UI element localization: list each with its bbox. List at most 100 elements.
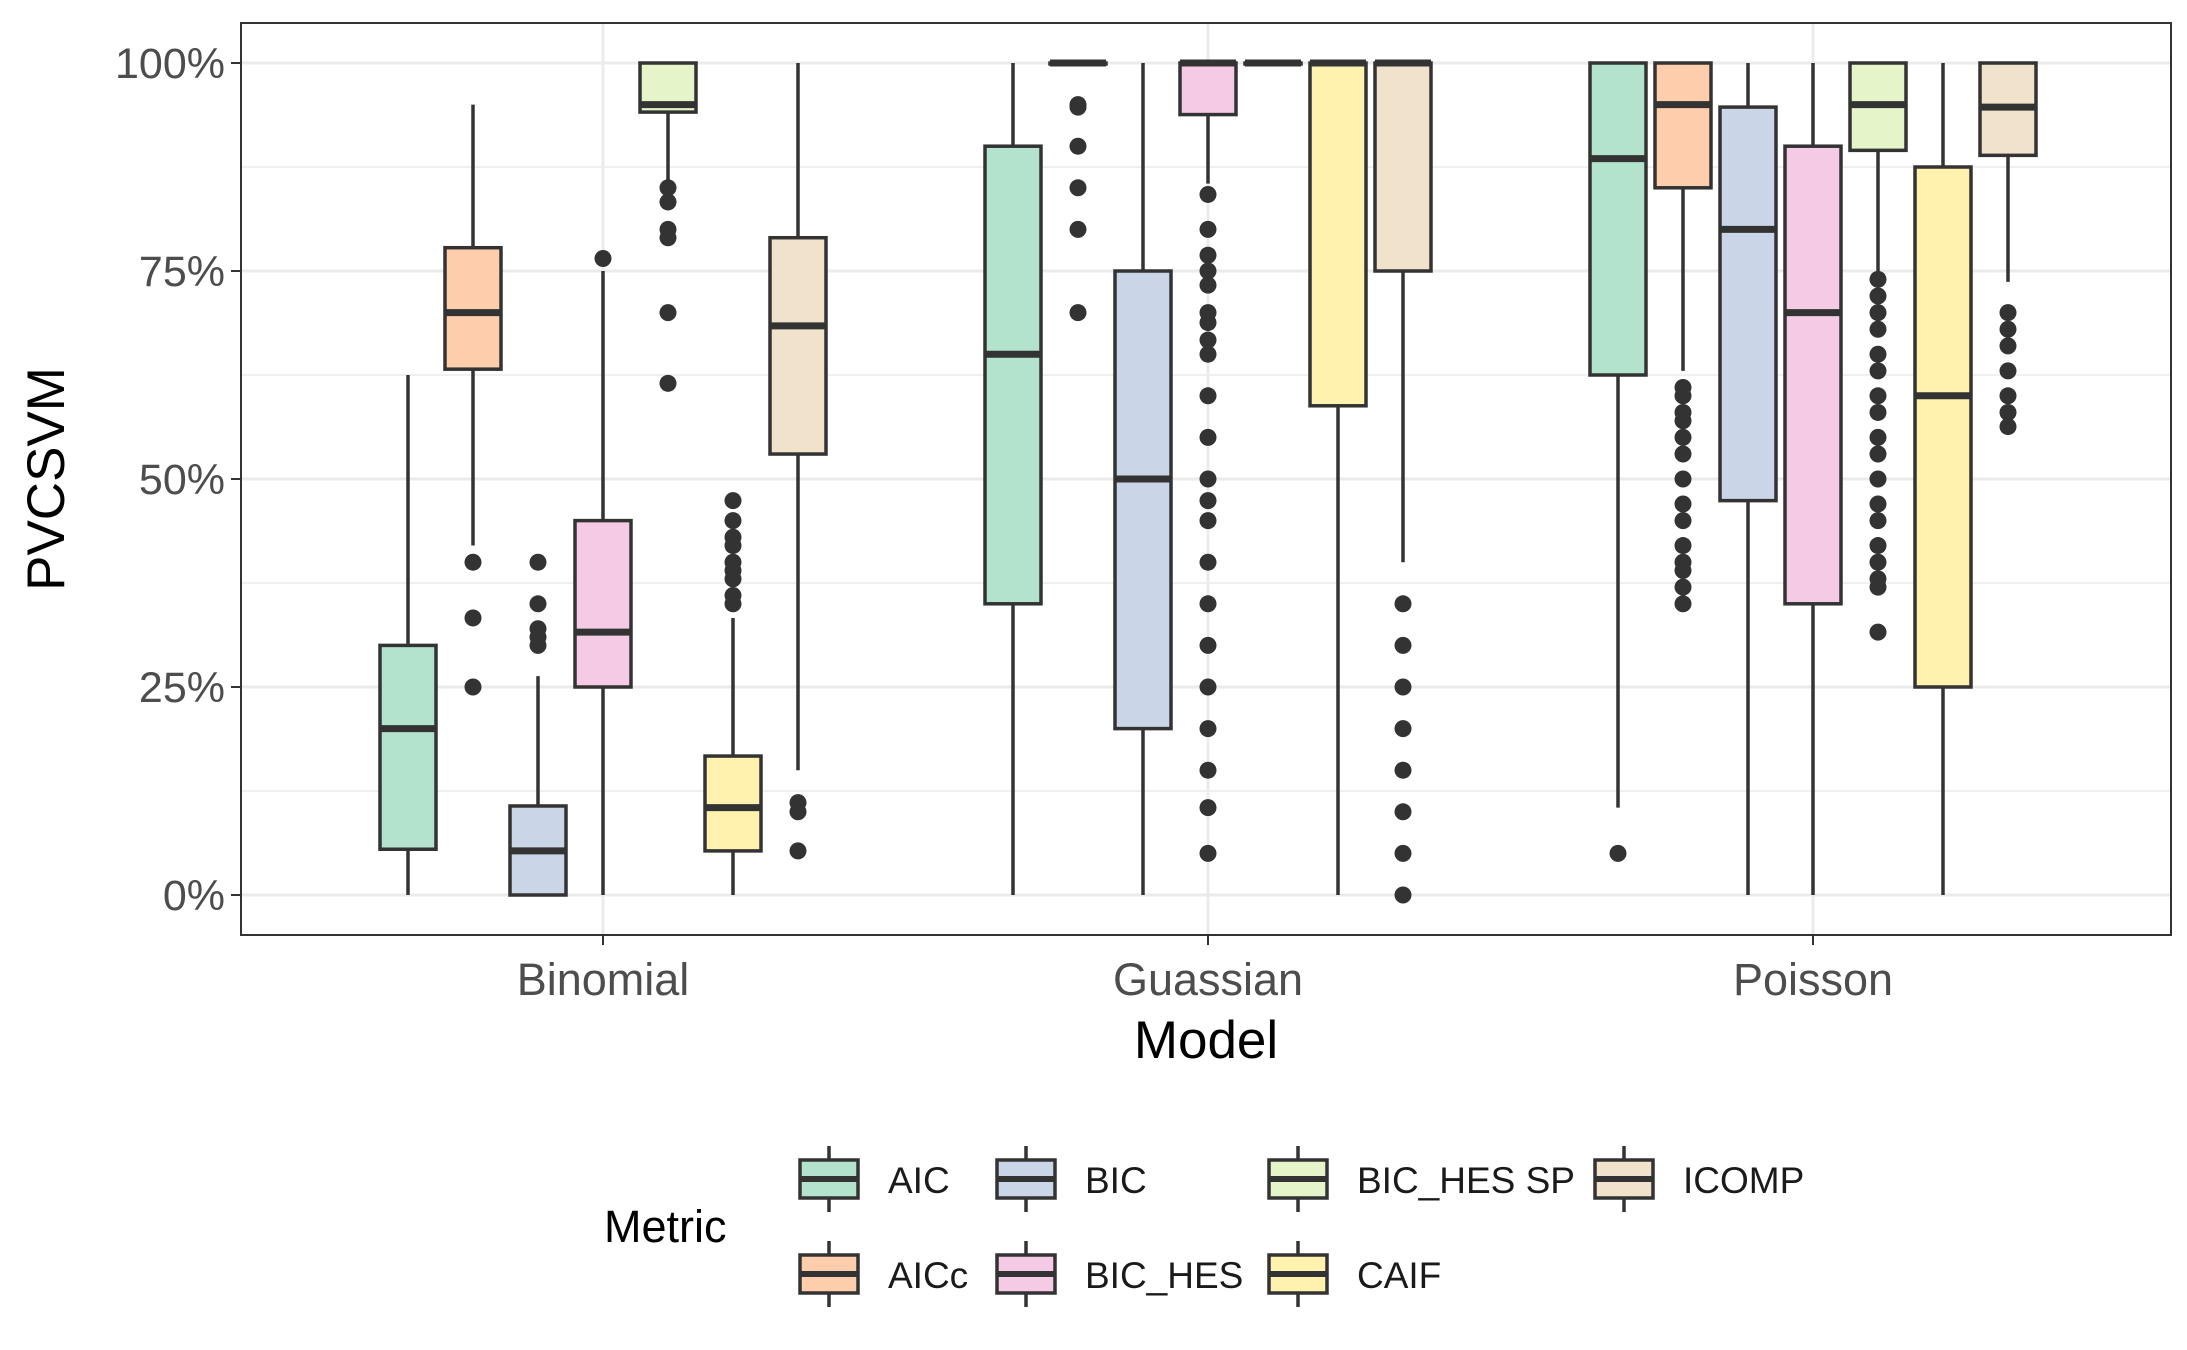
box-iqr [1178,61,1238,117]
outlier-point [1674,537,1692,555]
outlier-point [659,193,677,211]
y-axis-ticks: 0% 25% 50% 75% 100% [115,40,241,920]
outlier-point [464,609,482,627]
boxes [378,59,2038,904]
outlier-point [1869,512,1887,530]
legend-item-AICc: AICc [798,1241,968,1307]
outlier-point [1609,844,1627,862]
outlier-point [1999,304,2017,322]
outlier-point [1199,844,1217,862]
outlier-point [1869,320,1887,338]
outlier-point [1869,403,1887,421]
legend-item-CAIF: CAIF [1267,1241,1441,1307]
box-ICOMP-Binomial [768,63,828,860]
outlier-point [1394,720,1412,738]
box-BIC_HES-Poisson [1783,63,1843,895]
outlier-point [1199,345,1217,363]
outlier-point [1674,445,1692,463]
box-ICOMP-Poisson [1978,61,2038,436]
box-AICc-Poisson [1653,61,1713,613]
outlier-point [1869,537,1887,555]
outlier-point [1869,304,1887,322]
outlier-point [1199,246,1217,264]
outlier-point [1869,362,1887,380]
legend-label: BIC [1085,1160,1147,1201]
outlier-point [1869,387,1887,405]
legend-label: ICOMP [1683,1160,1804,1201]
box-AICc-Guassian [1048,59,1108,322]
outlier-point [1199,492,1217,510]
x-tick-label: Guassian [1113,954,1303,1005]
outlier-point [1199,220,1217,238]
outlier-point [659,374,677,392]
box-iqr [768,235,828,456]
outlier-point [1199,276,1217,294]
outlier-point [1999,320,2017,338]
outlier-point [1199,314,1217,332]
x-axis-title: Model [1134,1011,1278,1070]
y-axis-title: PVCSVM [17,367,76,591]
box-BIC_HES-Binomial [573,250,633,895]
outlier-point [1394,803,1412,821]
outlier-point [1069,304,1087,322]
outlier-point [1199,678,1217,696]
outlier-point [529,595,547,613]
outlier-point [1674,562,1692,580]
legend-label: CAIF [1357,1255,1441,1296]
box-AIC-Poisson [1588,61,1648,862]
y-tick-label: 100% [115,40,225,88]
outlier-point [659,229,677,247]
box-BIC-Poisson [1718,63,1778,895]
box-BIC_HES SP-Guassian [1243,59,1303,67]
legend-label: AICc [888,1255,968,1296]
box-CAIF-Binomial [703,492,763,895]
outlier-point [1869,445,1887,463]
outlier-point [724,595,742,613]
box-iqr [1308,61,1368,408]
box-BIC-Guassian [1113,63,1173,895]
box-BIC-Binomial [508,553,568,897]
x-tick-label: Poisson [1733,954,1893,1005]
outlier-point [789,842,807,860]
outlier-point [1199,512,1217,530]
legend: Metric AIC BIC BIC_HES SP ICOMP AICc BIC_HES C… [604,1146,1804,1307]
outlier-point [724,512,742,530]
box-AIC-Guassian [983,63,1043,895]
outlier-point [464,678,482,696]
outlier-point [724,570,742,588]
outlier-point [1674,512,1692,530]
outlier-point [724,492,742,510]
y-tick-label: 0% [163,872,225,920]
outlier-point [1199,595,1217,613]
legend-item-BIC: BIC [995,1146,1147,1212]
outlier-point [1199,636,1217,654]
legend-item-ICOMP: ICOMP [1593,1146,1804,1212]
outlier-point [464,553,482,571]
outlier-point [1674,495,1692,513]
y-tick-label: 75% [139,248,225,296]
outlier-point [1199,262,1217,280]
outlier-point [1199,387,1217,405]
outlier-point [1674,595,1692,613]
legend-label: BIC_HES [1085,1255,1243,1296]
outlier-point [1394,886,1412,904]
outlier-point [789,803,807,821]
outlier-point [1199,799,1217,817]
box-iqr [1113,269,1173,731]
outlier-point [1674,578,1692,596]
box-iqr [1783,144,1843,606]
box-CAIF-Guassian [1308,59,1368,895]
legend-item-BIC_HES: BIC_HES [995,1241,1243,1307]
box-BIC_HES SP-Poisson [1848,61,1908,641]
outlier-point [1069,98,1087,116]
outlier-point [1394,678,1412,696]
box-CAIF-Poisson [1913,63,1973,895]
box-iqr [378,643,438,851]
x-tick-label: Binomial [517,954,690,1005]
legend-label: AIC [888,1160,950,1201]
legend-label: BIC_HES SP [1357,1160,1575,1201]
outlier-point [1069,137,1087,155]
box-iqr [1373,61,1433,273]
outlier-point [724,537,742,555]
box-BIC_HES SP-Binomial [638,61,698,392]
